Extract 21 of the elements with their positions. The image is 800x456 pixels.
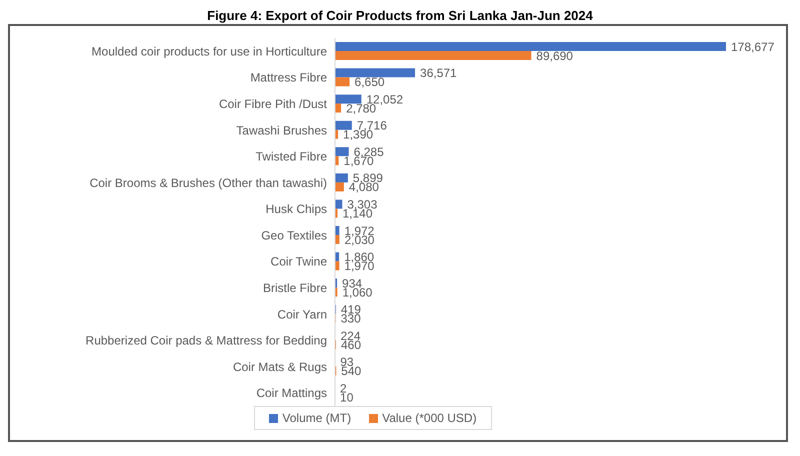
y-tick-label: Coir Mats & Rugs	[232, 360, 327, 374]
y-tick-label: Mattress Fibre	[250, 70, 328, 85]
data-label: 36,571	[420, 66, 458, 80]
chart-title: Figure 4: Export of Coir Products from Sri Lanka Jan-Jun 2024	[206, 8, 594, 24]
data-label: 178,677	[731, 40, 775, 54]
data-label: 89,690	[536, 48, 574, 63]
y-tick-label: Husk Chips	[266, 202, 327, 216]
legend-label: Value (*000 USD)	[381, 411, 477, 425]
y-tick-label: Bristle Fibre	[262, 280, 328, 295]
y-tick-label: Twisted Fibre	[256, 150, 328, 164]
y-tick-label: Coir Twine	[270, 254, 328, 269]
y-tick-label: Coir Mattings	[256, 386, 327, 400]
y-tick-label: Rubberized Coir pads & Mattress for Bedding	[86, 334, 327, 348]
y-tick-label: Coir Yarn	[277, 307, 327, 322]
y-tick-label: Moulded coir products for use in Horticulture	[92, 44, 328, 58]
y-tick-label: Coir Fibre Pith /Dust	[218, 96, 328, 111]
y-tick-label: Coir Brooms & Brushes (Other than tawashi)	[90, 176, 328, 190]
y-tick-label: Geo Textiles	[261, 228, 327, 242]
y-tick-label: Tawashi Brushes	[236, 123, 327, 138]
legend-label: Volume (MT)	[281, 411, 352, 425]
data-label: 6,650	[354, 75, 385, 90]
